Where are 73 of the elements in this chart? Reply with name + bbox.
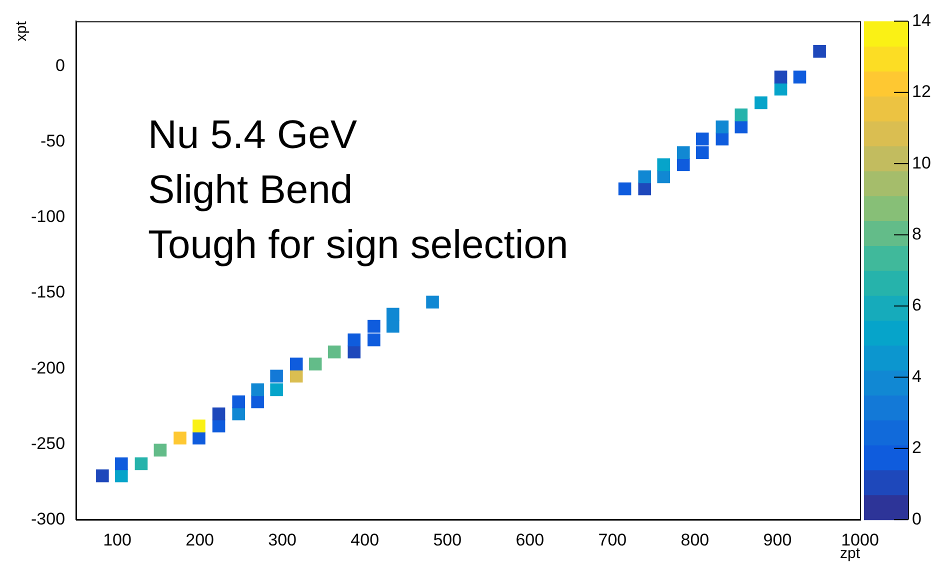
point	[290, 358, 303, 370]
point	[657, 158, 670, 172]
point	[657, 170, 670, 184]
color-bar-label: 6	[912, 296, 922, 315]
x-tick-label: 500	[433, 530, 462, 550]
point	[115, 469, 128, 482]
point	[251, 383, 264, 396]
x-tick-label: 400	[350, 530, 380, 550]
point	[96, 469, 109, 482]
point	[426, 296, 439, 309]
point	[696, 146, 709, 159]
point	[174, 432, 186, 444]
y-tick-label: -300	[30, 509, 66, 528]
color-bar-label: 12	[912, 82, 931, 102]
annotation: Tough for sign selection	[148, 223, 568, 268]
point	[232, 407, 245, 420]
point	[793, 70, 806, 84]
point	[270, 383, 283, 396]
point	[638, 170, 652, 184]
point	[308, 358, 322, 370]
color-bar-label: 0	[912, 509, 922, 528]
point	[212, 407, 226, 420]
point	[290, 370, 303, 383]
annotation: Nu 5.4 GeV	[148, 113, 358, 158]
point	[368, 333, 380, 346]
color-bar-label: 14	[912, 10, 931, 30]
point	[677, 146, 690, 159]
point	[212, 420, 226, 432]
point	[734, 108, 748, 122]
point	[192, 432, 206, 444]
point	[813, 45, 826, 58]
x-tick-label: 100	[103, 530, 132, 550]
point	[192, 420, 206, 432]
color-bar-label: 8	[912, 224, 922, 244]
point	[716, 120, 729, 134]
point	[734, 120, 748, 134]
y-tick-label: 0	[56, 56, 66, 76]
x-tick-label: 200	[186, 530, 214, 550]
point	[270, 370, 283, 383]
x-tick-label: 600	[516, 530, 544, 550]
point	[696, 132, 709, 146]
point	[232, 395, 245, 408]
point	[774, 70, 788, 84]
y-axis-title: xpt	[13, 20, 30, 42]
point	[386, 320, 400, 333]
y-tick-label: -250	[30, 434, 66, 453]
point	[677, 158, 690, 172]
point	[618, 182, 632, 196]
x-tick-label: 800	[680, 530, 710, 550]
point	[348, 346, 361, 358]
annotation: Slight Bend	[148, 168, 353, 212]
color-bar-label: 10	[912, 153, 931, 172]
point	[386, 308, 400, 321]
point	[716, 132, 729, 146]
y-tick-label: -150	[30, 282, 66, 302]
point	[134, 457, 148, 470]
color-bar-label: 4	[912, 366, 922, 386]
point	[251, 395, 264, 408]
x-tick-label: 900	[763, 530, 792, 550]
color-bar-label: 2	[912, 438, 922, 458]
point	[328, 346, 341, 358]
point	[154, 444, 167, 457]
y-tick-label: -50	[40, 132, 66, 151]
y-tick-label: -100	[30, 207, 66, 226]
point	[115, 457, 128, 470]
point	[348, 333, 361, 346]
point	[638, 182, 652, 196]
point	[774, 82, 788, 96]
x-tick-label: 300	[268, 530, 297, 550]
point	[754, 96, 768, 110]
y-tick-label: -200	[30, 358, 66, 378]
x-tick-label: 700	[598, 530, 627, 550]
point	[368, 320, 380, 333]
